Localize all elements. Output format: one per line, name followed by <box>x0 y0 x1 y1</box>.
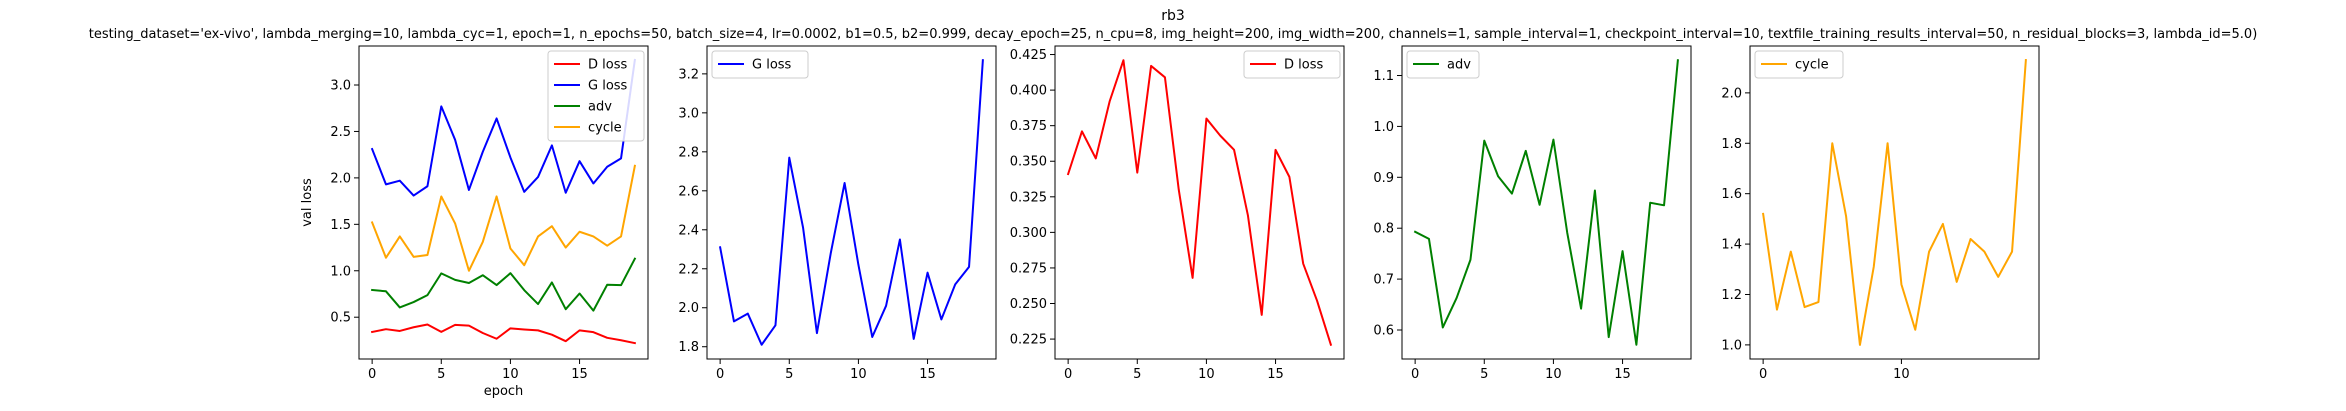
subplot-3: 0 5 10 15 0.225 0.250 0.275 0.300 0.325 0.350 0.37… <box>1010 45 1345 382</box>
y-tick-label: 0.300 <box>1010 226 1047 241</box>
series-line-cycle <box>1762 59 2027 346</box>
y-tick-label: 3.0 <box>678 106 699 121</box>
y-tick-label: 1.4 <box>1721 238 1742 253</box>
legend: G loss <box>711 50 809 79</box>
y-tick-label: 1.5 <box>330 218 351 233</box>
y-tick-label: 2.0 <box>678 301 699 316</box>
axes-frame <box>1749 45 2040 360</box>
legend-box <box>1243 50 1341 79</box>
y-tick-label: 2.0 <box>330 171 351 186</box>
x-tick-label: 0 <box>1759 367 1767 382</box>
y-tick-label: 0.250 <box>1010 297 1047 312</box>
y-tick-label: 1.0 <box>1373 120 1394 135</box>
x-tick-label: 0 <box>716 367 724 382</box>
y-tick-label: 0.6 <box>1373 323 1394 338</box>
y-tick-label: 0.8 <box>1373 222 1394 237</box>
legend: cycle <box>1754 50 1844 79</box>
x-tick-label: 5 <box>1133 367 1141 382</box>
y-tick-label: 1.6 <box>1721 187 1742 202</box>
y-tick-label: 1.0 <box>330 264 351 279</box>
x-tick-label: 10 <box>502 367 519 382</box>
y-tick-label: 0.375 <box>1010 119 1047 134</box>
axes-frame <box>1401 45 1692 360</box>
series-line-adv <box>1413 59 1679 346</box>
y-tick-label: 1.8 <box>678 340 699 355</box>
y-tick-label: 1.8 <box>1721 137 1742 152</box>
subplot-5: 0 10 1.0 1.2 1.4 1.6 1.8 2.0 cycle <box>1721 45 2040 382</box>
legend-label-adv: adv <box>588 100 612 115</box>
y-tick-label: 2.5 <box>330 125 351 140</box>
legend: adv <box>1406 50 1480 79</box>
x-tick-label: 5 <box>785 367 793 382</box>
legend: D loss <box>1243 50 1341 79</box>
y-tick-label: 0.425 <box>1010 48 1047 63</box>
legend-label-cycle: cycle <box>588 121 622 136</box>
axes-frame <box>1054 45 1345 360</box>
y-tick-label: 0.225 <box>1010 333 1047 348</box>
series-line-g-loss <box>370 58 636 197</box>
x-tick-label: 10 <box>850 367 867 382</box>
x-tick-label: 0 <box>368 367 376 382</box>
subplot-1: 0 5 10 15 0.5 1.0 1.5 2.0 2.5 3.0 epoch val loss D l… <box>300 45 649 399</box>
y-axis-label: val loss <box>300 178 315 227</box>
y-tick-label: 3.0 <box>330 79 351 94</box>
legend-label-d-loss: D loss <box>588 58 627 73</box>
y-tick-label: 3.2 <box>678 67 699 82</box>
y-tick-label: 0.275 <box>1010 261 1047 276</box>
series-line-cycle <box>370 164 637 272</box>
subplots: 0 5 10 15 0.5 1.0 1.5 2.0 2.5 3.0 epoch val loss D l… <box>300 45 2040 399</box>
subplot-2: 0 5 10 15 1.8 2.0 2.2 2.4 2.6 2.8 3.0 3.2 G loss <box>678 45 997 382</box>
x-tick-label: 0 <box>1411 367 1419 382</box>
y-tick-label: 1.0 <box>1721 338 1742 353</box>
legend-label-g-loss: G loss <box>752 58 792 73</box>
axes-frame <box>706 45 997 360</box>
x-tick-label: 0 <box>1064 367 1072 382</box>
y-tick-label: 0.350 <box>1010 155 1047 170</box>
series-line-adv <box>371 257 637 312</box>
y-tick-label: 2.2 <box>678 262 699 277</box>
x-tick-label: 10 <box>1893 367 1910 382</box>
legend: D loss G loss adv cycle <box>547 50 645 142</box>
figure-title: rb3 <box>1161 8 1185 24</box>
y-tick-label: 0.325 <box>1010 190 1047 205</box>
legend-label-cycle: cycle <box>1795 58 1829 73</box>
x-tick-label: 15 <box>919 367 936 382</box>
x-tick-label: 15 <box>1614 367 1631 382</box>
legend-box <box>547 50 645 142</box>
legend-box <box>1406 50 1480 79</box>
x-tick-label: 10 <box>1198 367 1215 382</box>
legend-box <box>1754 50 1844 79</box>
axes-frame <box>358 45 649 360</box>
y-tick-label: 2.8 <box>678 145 699 160</box>
x-tick-label: 15 <box>1267 367 1284 382</box>
x-tick-label: 10 <box>1545 367 1562 382</box>
x-tick-label: 15 <box>571 367 588 382</box>
y-tick-label: 2.0 <box>1721 86 1742 101</box>
y-tick-label: 1.2 <box>1721 288 1742 303</box>
legend-label-g-loss: G loss <box>588 79 628 94</box>
series-line-d-loss <box>370 323 637 345</box>
y-tick-label: 0.7 <box>1373 273 1394 288</box>
series-line-g-loss <box>718 59 984 346</box>
legend-box <box>711 50 809 79</box>
legend-label-adv: adv <box>1447 58 1471 73</box>
legend-label-d-loss: D loss <box>1284 58 1323 73</box>
series-line-d-loss <box>1066 59 1333 347</box>
y-tick-label: 1.1 <box>1373 69 1394 84</box>
y-tick-label: 2.4 <box>678 223 699 238</box>
y-tick-label: 0.5 <box>330 311 351 326</box>
x-axis-label: epoch <box>484 384 524 399</box>
x-tick-label: 5 <box>1480 367 1488 382</box>
figure-subtitle: testing_dataset='ex-vivo', lambda_mergin… <box>89 27 2258 42</box>
x-tick-label: 5 <box>437 367 445 382</box>
y-tick-label: 2.6 <box>678 184 699 199</box>
subplot-4: 0 5 10 15 0.6 0.7 0.8 0.9 1.0 1.1 adv <box>1373 45 1692 382</box>
y-tick-label: 0.9 <box>1373 171 1394 186</box>
y-tick-label: 0.400 <box>1010 84 1047 99</box>
